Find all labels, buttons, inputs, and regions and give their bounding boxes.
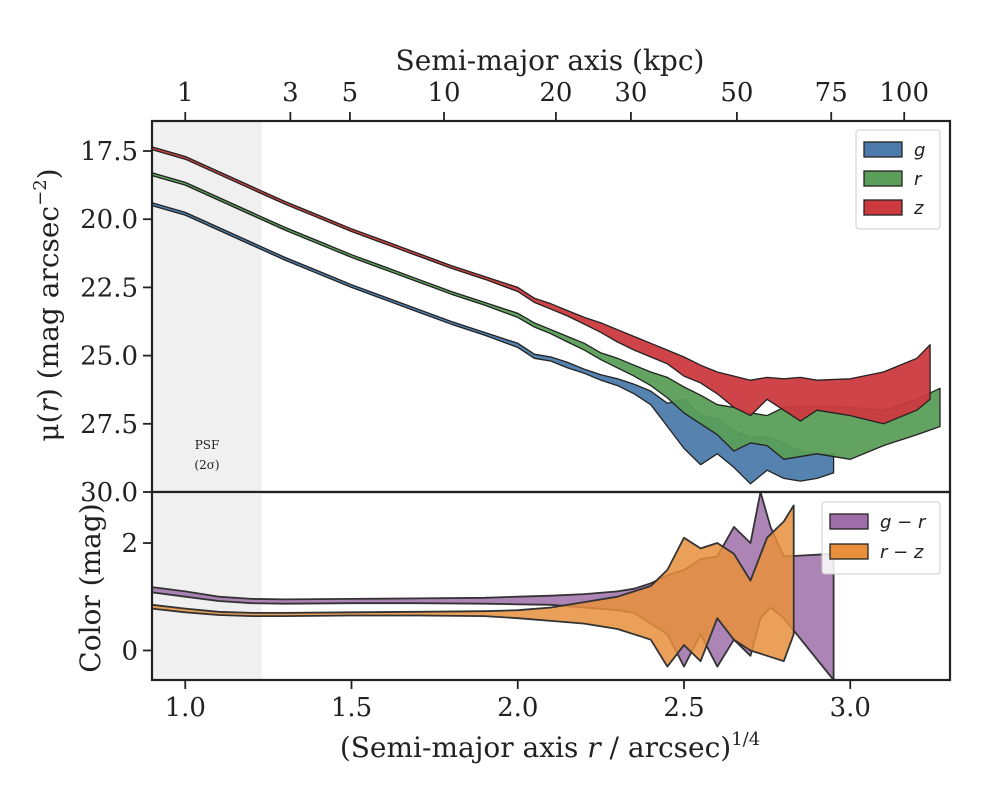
psf-label-sigma: (2σ)	[194, 458, 219, 472]
upper-y-tick-label: 20.0	[80, 205, 138, 235]
legend-label: g − r	[880, 512, 927, 533]
lower-y-ticks: 02	[121, 529, 152, 666]
top-axis-title: Semi-major axis (kpc)	[396, 44, 705, 77]
legend-swatch	[863, 170, 903, 187]
color-band-r-z	[151, 504, 795, 668]
upper-series-group	[151, 146, 941, 485]
psf-region-lower	[152, 492, 262, 680]
top-x-ticks: 1 3 5 10 20 30 50 75 100	[177, 78, 929, 121]
legend-swatch	[829, 543, 869, 560]
x-tick-label: 3.0	[830, 693, 871, 723]
psf-region	[152, 121, 262, 492]
lower-plot-frame	[150, 490, 952, 682]
upper-legend: grz	[855, 129, 941, 230]
lower-x-ticks: 1.0 1.5 2.0 2.5 3.0	[165, 680, 871, 723]
top-tick-label: 5	[342, 78, 359, 108]
x-tick-label: 1.0	[165, 693, 206, 723]
upper-y-tick-label: 17.5	[80, 137, 138, 167]
x-tick-label: 1.5	[331, 693, 372, 723]
upper-y-tick-label: 27.5	[80, 410, 138, 440]
x-tick-label: 2.5	[663, 693, 704, 723]
legend-label: r − z	[880, 542, 924, 563]
lower-y-tick-label: 0	[121, 636, 138, 666]
lower-y-tick-label: 2	[121, 529, 138, 559]
x-tick-label: 2.0	[497, 693, 538, 723]
top-tick-label: 20	[539, 78, 572, 108]
upper-y-tick-label: 22.5	[80, 273, 138, 303]
upper-y-ticks: 17.5 20.0 22.5 25.0 27.5 30.0	[80, 137, 152, 508]
lower-y-axis-title: Color (mag)	[74, 503, 107, 672]
legend-label: g	[914, 140, 925, 161]
top-tick-label: 3	[282, 78, 299, 108]
top-tick-label: 75	[815, 78, 848, 108]
legend-swatch	[829, 513, 869, 530]
legend-label: r	[914, 169, 923, 190]
color-panel: 02 1.0 1.5 2.0 2.5 3.0 g − rr − z	[121, 490, 952, 723]
band-g	[151, 202, 835, 485]
band-z	[151, 146, 931, 425]
bottom-x-axis-title: (Semi-major axis r / arcsec)1/4	[340, 729, 760, 764]
top-tick-label: 10	[427, 78, 460, 108]
upper-y-tick-label: 30.0	[80, 478, 138, 508]
upper-y-axis-title: μ(r) (mag arcsec−2)	[30, 168, 65, 441]
lower-legend: g − r r − z	[821, 501, 941, 575]
top-tick-label: 50	[720, 78, 753, 108]
surface-brightness-panel: 17.5 20.0 22.5 25.0 27.5 30.0 1 3 5 10 20 30 50 75 10…	[80, 78, 952, 508]
legend-swatch	[863, 199, 903, 216]
upper-y-tick-label: 25.0	[80, 342, 138, 372]
legend-swatch	[863, 141, 903, 158]
psf-label: PSF	[195, 438, 220, 452]
top-tick-label: 100	[879, 78, 929, 108]
band-r	[151, 172, 941, 460]
top-tick-label: 1	[177, 78, 194, 108]
top-tick-label: 30	[614, 78, 647, 108]
legend-label: z	[913, 198, 924, 219]
